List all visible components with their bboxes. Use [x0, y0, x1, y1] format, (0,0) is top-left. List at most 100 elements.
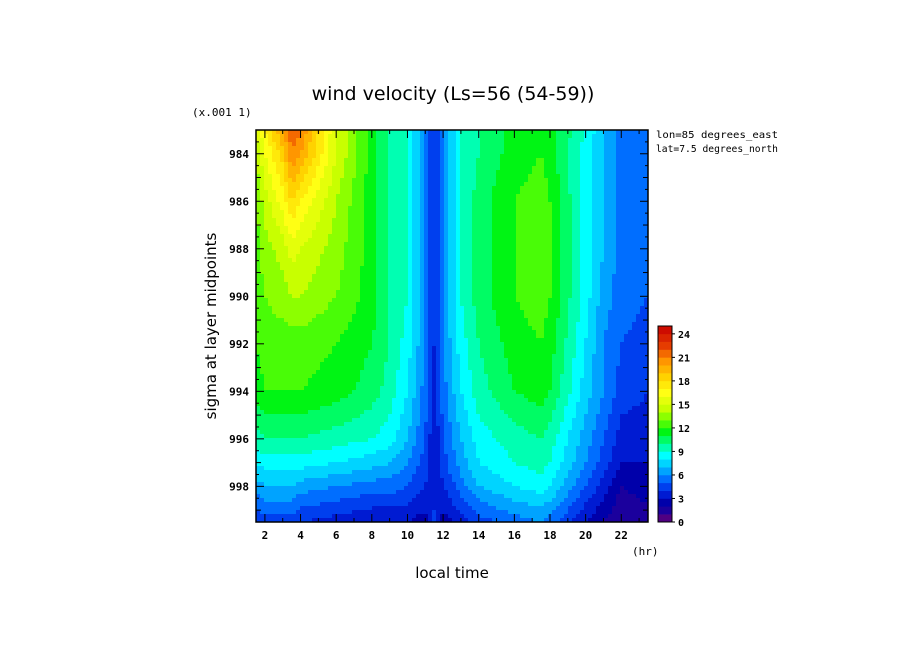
contour-cell: [564, 230, 569, 235]
contour-cell: [348, 290, 353, 295]
contour-cell: [524, 330, 529, 335]
contour-cell: [312, 246, 317, 251]
contour-cell: [644, 130, 649, 135]
contour-cell: [280, 146, 285, 151]
contour-cell: [328, 150, 333, 155]
contour-cell: [616, 278, 621, 283]
contour-cell: [400, 166, 405, 171]
contour-cell: [312, 326, 317, 331]
contour-cell: [612, 162, 617, 167]
contour-cell: [444, 242, 449, 247]
contour-cell: [312, 166, 317, 171]
contour-cell: [260, 194, 265, 199]
contour-cell: [292, 214, 297, 219]
contour-cell: [468, 322, 473, 327]
contour-cell: [540, 206, 545, 211]
contour-cell: [468, 294, 473, 299]
contour-cell: [548, 238, 553, 243]
contour-cell: [268, 310, 273, 315]
contour-cell: [556, 210, 561, 215]
contour-cell: [264, 162, 269, 167]
contour-cell: [500, 130, 505, 135]
contour-cell: [588, 242, 593, 247]
contour-cell: [624, 230, 629, 235]
contour-cell: [308, 302, 313, 307]
contour-cell: [520, 206, 525, 211]
contour-cell: [496, 230, 501, 235]
contour-cell: [604, 274, 609, 279]
contour-cell: [392, 230, 397, 235]
contour-cell: [600, 278, 605, 283]
contour-cell: [584, 214, 589, 219]
contour-cell: [624, 254, 629, 259]
contour-cell: [272, 214, 277, 219]
contour-cell: [588, 294, 593, 299]
contour-cell: [376, 290, 381, 295]
contour-cell: [368, 238, 373, 243]
contour-cell: [484, 254, 489, 259]
contour-cell: [408, 238, 413, 243]
contour-cell: [416, 314, 421, 319]
contour-cell: [464, 142, 469, 147]
contour-cell: [620, 170, 625, 175]
contour-cell: [312, 174, 317, 179]
contour-cell: [620, 250, 625, 255]
contour-cell: [456, 246, 461, 251]
contour-cell: [472, 178, 477, 183]
contour-cell: [552, 222, 557, 227]
contour-cell: [384, 298, 389, 303]
contour-cell: [576, 166, 581, 171]
contour-cell: [556, 258, 561, 263]
contour-cell: [300, 318, 305, 323]
contour-cell: [344, 154, 349, 159]
contour-cell: [628, 138, 633, 143]
contour-cell: [504, 242, 509, 247]
contour-cell: [480, 210, 485, 215]
contour-cell: [324, 326, 329, 331]
contour-cell: [360, 202, 365, 207]
contour-cell: [372, 254, 377, 259]
contour-cell: [548, 270, 553, 275]
contour-cell: [612, 242, 617, 247]
contour-cell: [516, 254, 521, 259]
contour-cell: [576, 330, 581, 335]
contour-cell: [424, 262, 429, 267]
contour-cell: [352, 254, 357, 259]
contour-cell: [296, 210, 301, 215]
contour-cell: [560, 154, 565, 159]
contour-cell: [332, 150, 337, 155]
contour-cell: [576, 206, 581, 211]
contour-cell: [276, 162, 281, 167]
contour-cell: [420, 250, 425, 255]
contour-cell: [404, 170, 409, 175]
contour-cell: [372, 150, 377, 155]
contour-cell: [612, 190, 617, 195]
contour-cell: [532, 290, 537, 295]
contour-cell: [604, 262, 609, 267]
contour-cell: [316, 302, 321, 307]
contour-cell: [336, 190, 341, 195]
contour-cell: [416, 154, 421, 159]
contour-cell: [496, 154, 501, 159]
contour-cell: [344, 162, 349, 167]
contour-cell: [324, 226, 329, 231]
contour-cell: [568, 130, 573, 135]
contour-cell: [532, 214, 537, 219]
contour-cell: [460, 218, 465, 223]
contour-cell: [380, 226, 385, 231]
contour-cell: [488, 210, 493, 215]
contour-cell: [440, 266, 445, 271]
contour-cell: [624, 318, 629, 323]
contour-cell: [436, 222, 441, 227]
contour-cell: [508, 150, 513, 155]
contour-cell: [508, 262, 513, 267]
contour-cell: [364, 326, 369, 331]
contour-cell: [256, 226, 261, 231]
contour-cell: [440, 134, 445, 139]
contour-cell: [460, 142, 465, 147]
contour-cell: [496, 266, 501, 271]
contour-cell: [276, 314, 281, 319]
contour-cell: [524, 246, 529, 251]
contour-cell: [604, 202, 609, 207]
contour-cell: [520, 266, 525, 271]
